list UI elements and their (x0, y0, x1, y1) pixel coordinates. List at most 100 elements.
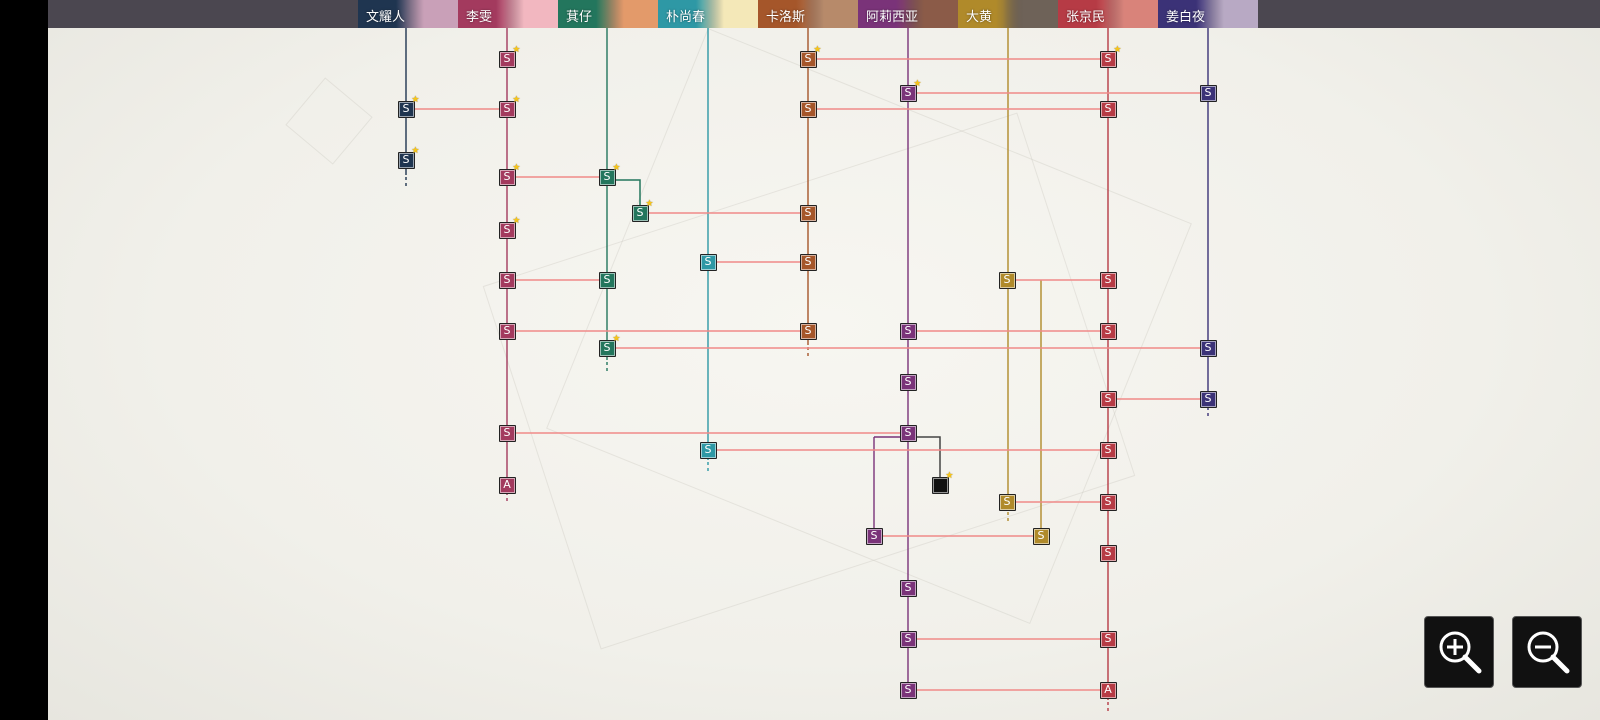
node-label: S (904, 323, 912, 337)
character-portrait (896, 0, 958, 28)
node-label: S (1104, 494, 1112, 508)
story-node-piao[interactable]: S (699, 253, 717, 271)
node-label: S (904, 682, 912, 696)
story-node-zhang[interactable]: S (1099, 441, 1117, 459)
character-tab-jiang[interactable]: 姜白夜 (1158, 0, 1258, 28)
story-node-li[interactable]: S ★ (498, 45, 521, 68)
node-label: S (1003, 272, 1011, 286)
character-tab-piao[interactable]: 朴尚春 (658, 0, 758, 28)
story-node-li[interactable]: S (498, 322, 516, 340)
node-label: S (1104, 631, 1112, 645)
story-node-zhang[interactable]: S (1099, 493, 1117, 511)
node-label: A (503, 477, 511, 491)
character-portrait (696, 0, 758, 28)
story-node-da[interactable]: S (998, 271, 1016, 289)
story-node-ka[interactable]: S (799, 100, 817, 118)
story-node-a[interactable]: S (899, 424, 917, 442)
node-label: S (603, 169, 611, 183)
character-portrait (496, 0, 558, 28)
node-label: S (503, 51, 511, 65)
node-label: S (503, 425, 511, 439)
node-label: S (1204, 85, 1212, 99)
story-node-wen[interactable]: S ★ (397, 95, 420, 118)
node-label: S (503, 169, 511, 183)
character-tab-li[interactable]: 李雯 (458, 0, 558, 28)
character-name: 卡洛斯 (766, 10, 806, 25)
node-label: S (603, 272, 611, 286)
story-node-da[interactable]: S (1032, 527, 1050, 545)
story-node-li[interactable]: S (498, 424, 516, 442)
star-icon: ★ (645, 198, 654, 209)
node-label: S (704, 442, 712, 456)
node-label: S (804, 205, 812, 219)
story-node-zhang[interactable]: S (1099, 271, 1117, 289)
character-name: 姜白夜 (1166, 10, 1206, 25)
story-node-li[interactable]: S (498, 271, 516, 289)
character-portrait (796, 0, 858, 28)
node-label: S (904, 631, 912, 645)
character-name: 李雯 (466, 10, 493, 25)
story-node-qi[interactable]: S ★ (598, 163, 621, 186)
story-node-a[interactable]: S (899, 630, 917, 648)
zoom-out-button[interactable] (1512, 616, 1582, 688)
node-label: S (1104, 101, 1112, 115)
star-icon: ★ (512, 44, 521, 55)
node-label: S (503, 101, 511, 115)
story-node-zhang[interactable]: S (1099, 100, 1117, 118)
character-tab-qi[interactable]: 萁仔 (558, 0, 658, 28)
story-node-zhang[interactable]: A (1099, 681, 1117, 699)
locked-node[interactable]: ★ (931, 471, 954, 494)
story-node-ka[interactable]: S (799, 204, 817, 222)
zoom-in-button[interactable] (1424, 616, 1494, 688)
star-icon: ★ (512, 162, 521, 173)
story-node-zhang[interactable]: S (1099, 390, 1117, 408)
character-tab-wen[interactable]: 文耀人 (358, 0, 458, 28)
character-name: 阿莉西亚 (866, 10, 919, 25)
node-label: S (1104, 272, 1112, 286)
story-node-qi[interactable]: S (598, 271, 616, 289)
story-node-ka[interactable]: S ★ (799, 45, 822, 68)
story-node-a[interactable]: S (865, 527, 883, 545)
character-name: 张京民 (1066, 10, 1106, 25)
star-icon: ★ (813, 44, 822, 55)
story-node-ka[interactable]: S (799, 322, 817, 340)
story-node-a[interactable]: S (899, 579, 917, 597)
story-node-zhang[interactable]: S (1099, 544, 1117, 562)
character-tab-a[interactable]: 阿莉西亚 (858, 0, 958, 28)
story-node-ka[interactable]: S (799, 253, 817, 271)
star-icon: ★ (512, 94, 521, 105)
story-node-zhang[interactable]: S ★ (1099, 45, 1122, 68)
story-node-a[interactable]: S (899, 322, 917, 340)
story-node-jiang[interactable]: S (1199, 390, 1217, 408)
star-icon: ★ (411, 145, 420, 156)
character-tab-zhang[interactable]: 张京民 (1058, 0, 1158, 28)
zoom-out-icon (1527, 631, 1570, 674)
character-tab-ka[interactable]: 卡洛斯 (758, 0, 858, 28)
story-node-li[interactable]: S ★ (498, 163, 521, 186)
node-label: S (503, 323, 511, 337)
relationship-map[interactable]: S ★ S ★ S ★ S ★ S S ★ S ★ S S S ★ S ★ S ★ S ★ S S ★ S S S S S S S S S S S ★ S S… (48, 0, 1600, 720)
character-tab-da[interactable]: 大黄 (958, 0, 1058, 28)
story-node-qi[interactable]: S ★ (631, 199, 654, 222)
star-icon: ★ (1113, 44, 1122, 55)
zoom-in-icon (1439, 631, 1482, 674)
relationship-tree (405, 28, 1209, 714)
story-node-jiang[interactable]: S (1199, 84, 1217, 102)
story-node-li[interactable]: S ★ (498, 216, 521, 239)
node-label: S (870, 528, 878, 542)
story-node-li[interactable]: A (498, 476, 516, 494)
story-node-zhang[interactable]: S (1099, 630, 1117, 648)
story-node-a[interactable]: S (899, 681, 917, 699)
story-node-a[interactable]: S ★ (899, 79, 922, 102)
star-icon: ★ (612, 333, 621, 344)
story-node-piao[interactable]: S (699, 441, 717, 459)
story-node-a[interactable]: S (899, 373, 917, 391)
branch-line (607, 179, 641, 213)
story-node-zhang[interactable]: S (1099, 322, 1117, 340)
story-node-da[interactable]: S (998, 493, 1016, 511)
node-label: S (503, 272, 511, 286)
story-node-li[interactable]: S ★ (498, 95, 521, 118)
story-node-jiang[interactable]: S (1199, 339, 1217, 357)
story-node-wen[interactable]: S ★ (397, 146, 420, 169)
story-node-qi[interactable]: S ★ (598, 334, 621, 357)
